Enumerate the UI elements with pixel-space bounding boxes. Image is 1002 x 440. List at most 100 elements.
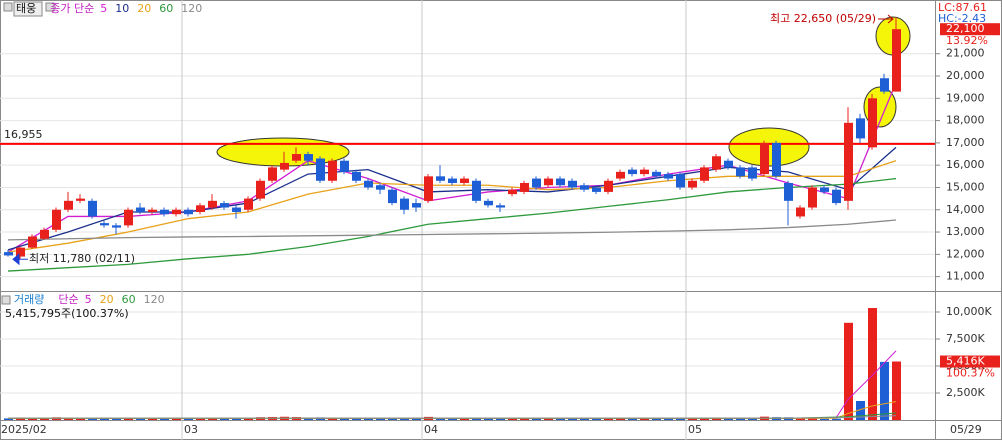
volume-bar	[844, 322, 853, 420]
candle-body	[460, 178, 469, 184]
min-label: 최저 11,780 (02/11)	[29, 252, 135, 265]
volume-bar	[892, 361, 901, 420]
volume-bar	[28, 418, 37, 420]
y-tick-label: 17,000	[946, 136, 985, 149]
price-box	[940, 23, 1000, 36]
volume-bar	[532, 418, 541, 420]
candle-body	[520, 183, 529, 192]
candle-body	[148, 209, 157, 212]
candle-body	[484, 200, 493, 206]
candle-body	[712, 156, 721, 170]
candle-body	[352, 171, 361, 181]
candle-body	[508, 189, 517, 195]
volume-bar	[76, 418, 85, 420]
candle-body	[880, 78, 889, 92]
candle-body	[688, 180, 697, 188]
volume-bar	[208, 418, 217, 420]
reference-label: 16,955	[4, 128, 43, 141]
candle-body	[64, 200, 73, 210]
candle-body	[4, 252, 13, 256]
volume-ratio: 100.37%	[946, 367, 995, 380]
candle-body	[328, 160, 337, 181]
candle-body	[532, 178, 541, 188]
candle-body	[100, 223, 109, 226]
last-date: 05/29	[950, 423, 982, 436]
candle-body	[88, 200, 97, 217]
candle-body	[280, 162, 289, 170]
volume-bar	[148, 418, 157, 420]
legend-title: 태웅	[16, 2, 36, 15]
volume-bar	[856, 400, 865, 420]
moving-average	[7, 160, 897, 253]
volume-bar	[484, 418, 493, 420]
candle-body	[388, 189, 397, 204]
volume-bar	[460, 418, 469, 420]
candle-body	[52, 209, 61, 230]
legend-entry: 60	[122, 293, 136, 306]
candle-body	[76, 198, 85, 201]
legend-title: 거래량	[14, 293, 44, 306]
volume-bar	[832, 418, 841, 420]
candle-body	[556, 178, 565, 186]
x-tick-label: 03	[184, 423, 198, 436]
candle-body	[172, 209, 181, 215]
candle-body	[220, 203, 229, 208]
volume-bar	[496, 418, 505, 420]
legend-entry: 5	[85, 293, 92, 306]
candle-body	[568, 180, 577, 188]
candle-body	[400, 198, 409, 210]
legend-icon	[3, 2, 13, 12]
price-label: 22,100	[946, 22, 985, 35]
y-tick-label: 2,500K	[946, 386, 985, 399]
volume-bar	[220, 418, 229, 420]
candle-body	[448, 178, 457, 184]
legend-entry: 60	[159, 2, 173, 15]
x-tick-label: 04	[424, 423, 438, 436]
candle-body	[748, 167, 757, 179]
min-arrow	[12, 253, 28, 266]
volume-bar	[448, 418, 457, 420]
volume-bar	[232, 418, 241, 420]
candle-body	[592, 187, 601, 192]
candle-body	[304, 154, 313, 161]
candle-body	[340, 160, 349, 172]
volume-bar	[640, 418, 649, 420]
volume-bar	[436, 417, 445, 420]
volume-bar	[604, 418, 613, 420]
candle-body	[160, 209, 169, 215]
y-tick-label: 18,000	[946, 114, 985, 127]
volume-last-label: 5,416K	[946, 355, 985, 368]
candle-body	[268, 167, 277, 181]
y-tick-label: 11,000	[946, 270, 985, 283]
candle-body	[628, 169, 637, 175]
volume-bar	[244, 418, 253, 420]
hc-label: HC:-2.43	[938, 12, 986, 25]
volume-bar	[340, 418, 349, 420]
x-tick-label: 2025/02	[1, 423, 47, 436]
legend-entry: 5	[100, 2, 107, 15]
volume-bar	[748, 418, 757, 420]
legend-entry: 20	[100, 293, 114, 306]
volume-bar	[676, 418, 685, 420]
candle-body	[184, 209, 193, 215]
candle-body	[424, 176, 433, 201]
x-tick-label: 05	[688, 423, 702, 436]
volume-bar	[544, 418, 553, 420]
candle-body	[472, 180, 481, 201]
volume-bar	[328, 417, 337, 420]
candle-body	[364, 180, 373, 188]
y-tick-label: 15,000	[946, 180, 985, 193]
volume-bar	[568, 418, 577, 420]
volume-bar	[136, 418, 145, 420]
candle-body	[820, 187, 829, 192]
candle-body	[856, 118, 865, 139]
volume-bar	[628, 418, 637, 420]
legend-entry: 20	[137, 2, 151, 15]
candle-body	[196, 205, 205, 212]
y-tick-label: 10,000K	[946, 305, 992, 318]
candle-body	[676, 174, 685, 188]
candle-body	[808, 187, 817, 208]
max-label: 최고 22,650 (05/29)	[770, 12, 876, 25]
candle-body	[208, 200, 217, 208]
candle-body	[796, 207, 805, 217]
